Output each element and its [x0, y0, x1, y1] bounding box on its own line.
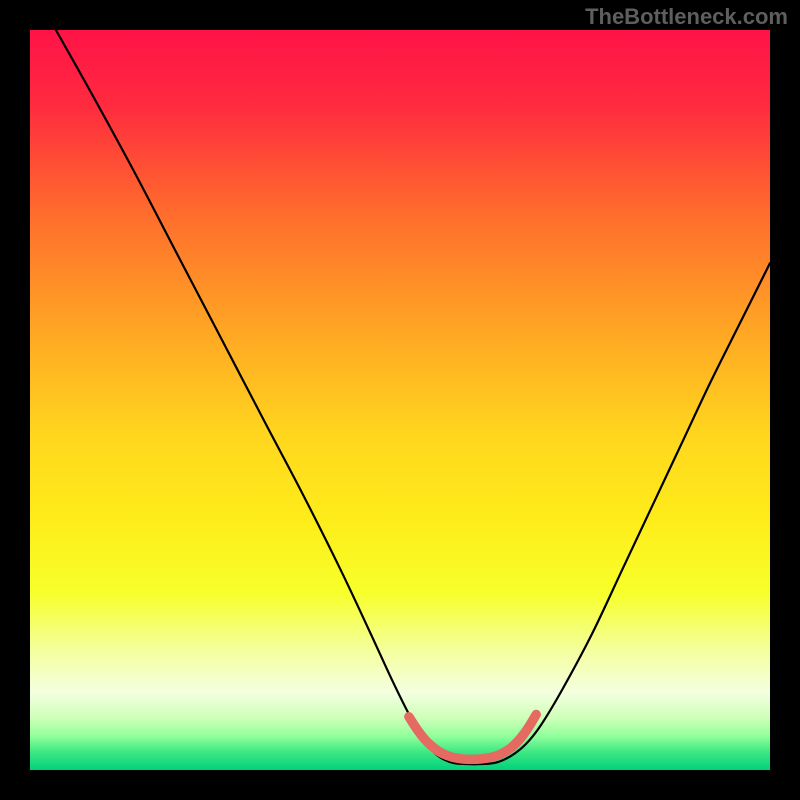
bottleneck-curve	[56, 30, 770, 764]
watermark-text: TheBottleneck.com	[585, 4, 788, 30]
curve-overlay	[0, 0, 800, 800]
chart-container: TheBottleneck.com	[0, 0, 800, 800]
